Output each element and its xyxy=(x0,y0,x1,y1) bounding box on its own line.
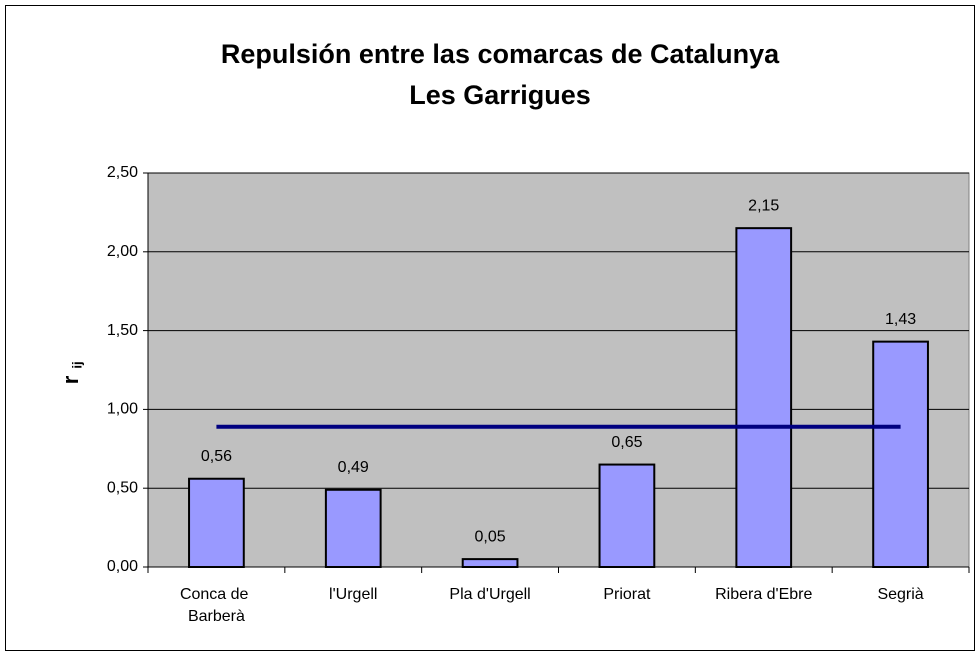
bar xyxy=(188,477,245,568)
bar xyxy=(324,488,382,568)
bar xyxy=(735,227,793,568)
chart-title: Repulsión entre las comarcas de Cataluny… xyxy=(221,39,780,69)
x-tick-label: l'Urgell xyxy=(329,586,377,603)
value-label: 0,56 xyxy=(201,448,232,465)
x-tick-label: Priorat xyxy=(603,586,651,603)
bar xyxy=(461,558,519,568)
y-tick-label: 0,00 xyxy=(107,558,138,575)
y-tick-label: 0,50 xyxy=(107,479,138,496)
value-label: 0,49 xyxy=(338,459,369,476)
x-tick-label-line: Conca de xyxy=(180,586,253,603)
x-tick-label: Pla d'Urgell xyxy=(449,586,530,603)
bar xyxy=(872,340,929,568)
x-tick-label-line: Barberà xyxy=(188,608,245,625)
y-tick-label: 1,00 xyxy=(107,401,138,418)
y-tick-label: 2,00 xyxy=(107,243,138,260)
value-label: 2,15 xyxy=(748,197,779,214)
value-label: 0,65 xyxy=(611,434,642,451)
value-label: 1,43 xyxy=(885,311,916,328)
x-tick-label: Ribera d'Ebre xyxy=(715,586,812,603)
plot-area xyxy=(147,172,970,568)
x-tick-label: Segrià xyxy=(877,586,923,603)
y-tick-label: 2,50 xyxy=(107,164,138,181)
y-axis-label-main: r xyxy=(58,375,83,384)
value-label: 0,05 xyxy=(475,528,506,545)
y-tick-label: 1,50 xyxy=(107,322,138,339)
x-tick-label: Conca de Barberà xyxy=(180,586,253,625)
bar xyxy=(598,463,656,568)
chart-subtitle: Les Garrigues xyxy=(409,80,591,110)
y-axis-label: r ij xyxy=(58,361,85,384)
y-axis-label-sub: ij xyxy=(69,361,84,368)
